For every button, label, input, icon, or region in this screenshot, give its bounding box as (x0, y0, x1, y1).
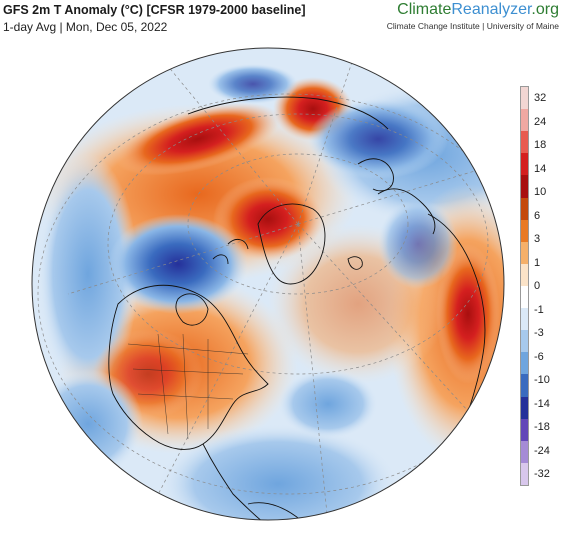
map-subtitle: 1-day Avg | Mon, Dec 05, 2022 (3, 20, 168, 34)
colorbar-tick-label: -10 (534, 374, 550, 386)
colorbar-segment (521, 374, 528, 397)
colorbar-segment (521, 197, 528, 220)
colorbar-tick-label: 1 (534, 256, 541, 269)
colorbar-segment (521, 285, 528, 309)
colorbar-tick-label: 6 (534, 209, 541, 222)
coastlines (108, 96, 486, 520)
colorbar-tick-label: 10 (534, 186, 547, 198)
brand-name-part3: .org (531, 1, 559, 18)
colorbar-segment (521, 308, 528, 331)
colorbar-tick-label: -6 (534, 350, 544, 363)
colorbar-tick-label: 32 (534, 92, 547, 104)
colorbar-segment (521, 418, 528, 441)
colorbar-legend: 32 24 18 14 10 6 3 1 0 -1 -3 -6 -10 -14 -18 -24 -32 (516, 86, 560, 486)
brand-name-part2: Reanalyzer (451, 1, 532, 18)
colorbar-segment (521, 462, 528, 485)
colorbar (520, 86, 529, 486)
colorbar-tick-label: -14 (534, 397, 550, 410)
colorbar-tick-label: -18 (534, 421, 550, 433)
colorbar-segment (521, 396, 528, 419)
colorbar-tick-label: 3 (534, 233, 541, 245)
colorbar-segment (521, 263, 528, 286)
colorbar-segment (521, 131, 528, 154)
colorbar-tick-label: -3 (534, 327, 544, 339)
map-title: GFS 2m T Anomaly (°C) [CFSR 1979-2000 ba… (3, 3, 306, 17)
anomaly-field (32, 48, 504, 520)
colorbar-segment (521, 330, 528, 353)
colorbar-segment (521, 219, 528, 242)
brand-affiliation: Climate Change Institute | University of… (386, 21, 559, 31)
state-borders (127, 333, 249, 440)
colorbar-tick-label: 0 (534, 280, 541, 292)
colorbar-segment (521, 109, 528, 132)
colorbar-tick-label: 14 (534, 162, 547, 175)
colorbar-tick-label: 24 (534, 115, 547, 128)
colorbar-segment (521, 87, 528, 110)
colorbar-segment (521, 440, 528, 463)
colorbar-tick-label: -32 (534, 468, 550, 480)
colorbar-segment (521, 241, 528, 264)
brand-logo[interactable]: ClimateReanalyzer.org (397, 1, 559, 19)
brand-name-part1: Climate (397, 1, 452, 18)
colorbar-tick-label: -1 (534, 303, 544, 316)
globe-outline (31, 47, 505, 521)
colorbar-segment (521, 175, 528, 198)
graticule-lines (37, 48, 504, 520)
globe-map (28, 44, 508, 524)
globe-svg (31, 47, 505, 521)
colorbar-labels: 32 24 18 14 10 6 3 1 0 -1 -3 -6 -10 -14 -18 -24 -32 (534, 86, 560, 486)
colorbar-tick-label: -24 (534, 444, 550, 457)
colorbar-segment (521, 153, 528, 176)
colorbar-segment (521, 352, 528, 375)
colorbar-tick-label: 18 (534, 139, 547, 151)
